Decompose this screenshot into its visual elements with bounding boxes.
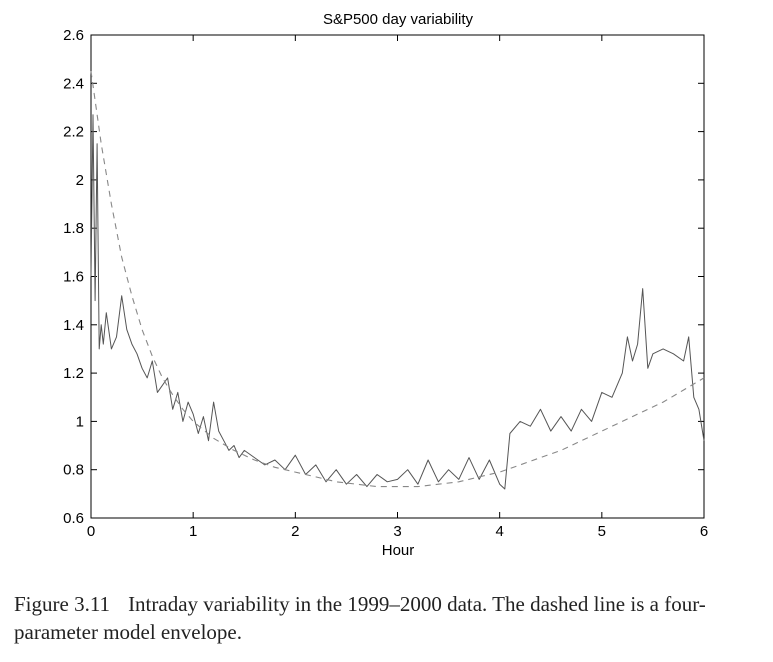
y-tick-label-10: 2.6	[63, 27, 84, 44]
x-tick-label-3: 3	[393, 523, 401, 540]
series-1-line	[90, 71, 705, 488]
x-tick-label-0: 0	[87, 523, 95, 540]
y-tick-label-6: 1.8	[63, 220, 84, 237]
figure-caption: Figure 3.11 Intraday variability in the 1…	[14, 590, 764, 646]
series-0-line	[90, 114, 705, 490]
chart: S&P500 day variability 0 1 2 3 4 5 6 0.6 0.8 1 1.2…	[63, 11, 708, 559]
y-tick-label-0: 0.6	[63, 510, 84, 527]
y-tick-label-3: 1.2	[63, 365, 84, 382]
series-layer	[90, 71, 705, 490]
y-tick-label-7: 2	[76, 172, 84, 189]
x-tick-label-4: 4	[495, 523, 503, 540]
y-tick-label-5: 1.6	[63, 269, 84, 286]
caption-text: Intraday variability in the 1999–2000 da…	[14, 592, 706, 644]
axis-ticks	[90, 34, 705, 519]
y-tick-label-2: 1	[76, 413, 84, 430]
y-tick-label-1: 0.8	[63, 462, 84, 479]
y-tick-label-4: 1.4	[63, 317, 84, 334]
plot-frame	[90, 34, 705, 519]
figure-number: Figure 3.11	[14, 592, 111, 616]
axis-tick-labels: 0 1 2 3 4 5 6 0.6 0.8 1 1.2 1.4 1.6 1.8 2 2.2 2.4 2.6	[63, 27, 708, 540]
x-tick-label-1: 1	[189, 523, 197, 540]
x-axis-label: Hour	[382, 542, 415, 559]
x-tick-label-2: 2	[291, 523, 299, 540]
y-tick-label-8: 2.2	[63, 124, 84, 141]
y-tick-label-9: 2.4	[63, 75, 84, 92]
x-tick-label-5: 5	[598, 523, 606, 540]
x-tick-label-6: 6	[700, 523, 708, 540]
chart-title: S&P500 day variability	[323, 11, 474, 28]
